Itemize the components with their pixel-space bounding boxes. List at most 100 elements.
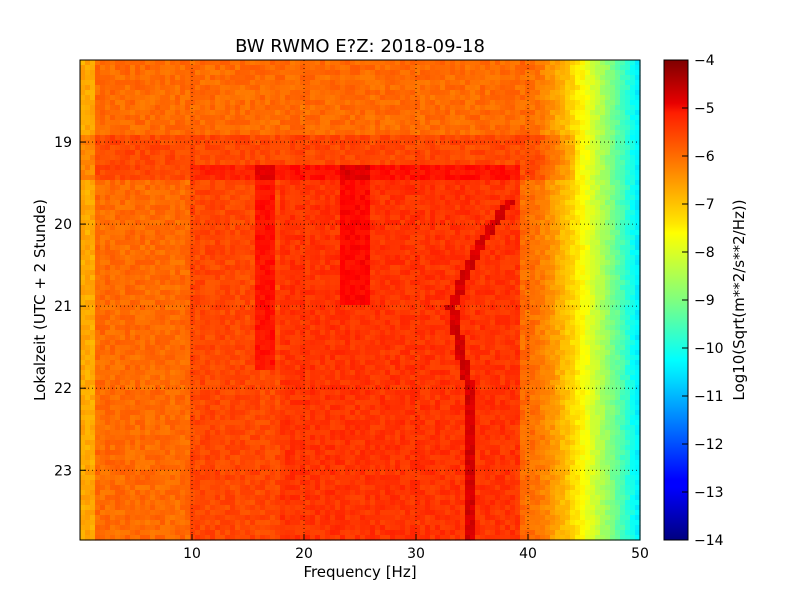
heatmap-cell [340,150,346,156]
heatmap-cell [380,215,386,221]
heatmap-cell [185,220,191,226]
heatmap-cell [430,90,436,96]
heatmap-cell [345,90,351,96]
heatmap-cell [200,275,206,281]
heatmap-cell [255,195,261,201]
heatmap-cell [145,270,151,276]
heatmap-cell [365,210,371,216]
heatmap-cell [125,65,131,71]
heatmap-cell [360,145,366,151]
heatmap-cell [505,260,511,266]
heatmap-cell [525,120,531,126]
heatmap-cell [390,255,396,261]
heatmap-cell [520,250,526,256]
heatmap-cell [165,125,171,131]
heatmap-cell [270,200,276,206]
heatmap-cell [440,255,446,261]
heatmap-cell [250,250,256,256]
heatmap-cell [455,250,461,256]
heatmap-cell [155,75,161,81]
heatmap-cell [475,170,481,176]
heatmap-cell [470,85,476,91]
heatmap-cell [565,255,571,261]
heatmap-cell [585,100,591,106]
heatmap-cell [505,145,511,151]
heatmap-cell [310,130,316,136]
heatmap-cell [140,185,146,191]
heatmap-cell [515,95,521,101]
heatmap-cell [545,190,551,196]
heatmap-cell [215,220,221,226]
heatmap-cell [580,245,586,251]
heatmap-cell [590,110,596,116]
heatmap-cell [495,205,501,211]
heatmap-cell [245,180,251,186]
heatmap-cell [365,130,371,136]
heatmap-cell [420,130,426,136]
heatmap-cell [600,165,606,171]
heatmap-cell [275,190,281,196]
heatmap-cell [105,230,111,236]
heatmap-cell [600,255,606,261]
heatmap-cell [255,150,261,156]
heatmap-cell [430,260,436,266]
heatmap-cell [95,80,101,86]
heatmap-cell [590,235,596,241]
heatmap-cell [235,265,241,271]
heatmap-cell [160,270,166,276]
heatmap-cell [275,170,281,176]
heatmap-cell [335,235,341,241]
heatmap-cell [195,220,201,226]
heatmap-cell [145,175,151,181]
heatmap-cell [265,95,271,101]
heatmap-cell [135,160,141,166]
heatmap-cell [320,165,326,171]
heatmap-cell [505,190,511,196]
heatmap-cell [620,75,626,81]
heatmap-cell [520,120,526,126]
heatmap-cell [440,275,446,281]
heatmap-cell [425,150,431,156]
heatmap-cell [235,100,241,106]
heatmap-cell [380,80,386,86]
heatmap-cell [125,120,131,126]
heatmap-cell [505,115,511,121]
heatmap-cell [445,90,451,96]
heatmap-cell [170,85,176,91]
heatmap-cell [610,85,616,91]
heatmap-cell [200,215,206,221]
heatmap-cell [420,195,426,201]
heatmap-cell [240,150,246,156]
heatmap-cell [480,120,486,126]
heatmap-cell [625,250,631,256]
heatmap-cell [580,135,586,141]
heatmap-cell [280,220,286,226]
heatmap-cell [175,120,181,126]
heatmap-cell [160,205,166,211]
heatmap-cell [465,75,471,81]
heatmap-cell [310,240,316,246]
heatmap-cell [385,135,391,141]
heatmap-cell [350,265,356,271]
heatmap-cell [265,175,271,181]
heatmap-cell [610,180,616,186]
heatmap-cell [355,110,361,116]
heatmap-cell [265,65,271,71]
heatmap-cell [105,250,111,256]
heatmap-cell [355,225,361,231]
heatmap-cell [520,90,526,96]
heatmap-cell [495,225,501,231]
heatmap-cell [475,80,481,86]
heatmap-cell [540,245,546,251]
heatmap-cell [550,65,556,71]
heatmap-cell [320,265,326,271]
heatmap-cell [310,70,316,76]
heatmap-cell [615,235,621,241]
heatmap-cell [210,210,216,216]
heatmap-cell [545,60,551,66]
heatmap-cell [450,90,456,96]
heatmap-cell [455,135,461,141]
heatmap-cell [500,115,506,121]
heatmap-cell [390,110,396,116]
heatmap-cell [480,130,486,136]
